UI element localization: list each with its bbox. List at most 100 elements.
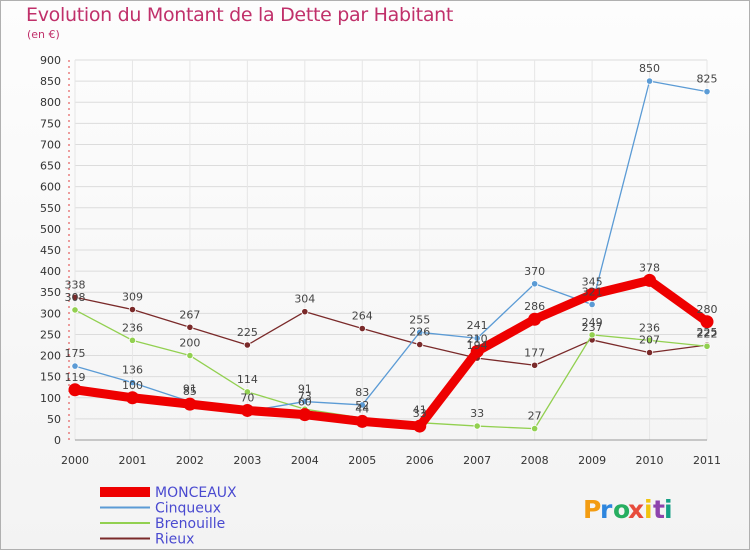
x-tick-label: 2003 (233, 454, 261, 467)
data-point-rieux (186, 323, 194, 331)
data-point-monceaux (700, 315, 714, 329)
data-label: 44 (355, 402, 369, 415)
data-label: 267 (179, 308, 200, 321)
data-label: 83 (355, 386, 369, 399)
data-point-cinqueux (301, 397, 309, 406)
data-label: 177 (524, 346, 545, 359)
data-label: 52 (355, 399, 369, 412)
x-tick-label: 2001 (118, 454, 146, 467)
logo-letter: i (664, 495, 673, 524)
data-point-brenouille (703, 342, 711, 350)
data-label: 114 (237, 373, 258, 386)
data-point-rieux (645, 348, 654, 357)
data-label: 321 (582, 285, 603, 298)
data-label: 33 (413, 407, 427, 420)
data-point-monceaux (298, 408, 312, 422)
data-label: 210 (467, 332, 488, 345)
data-label: 338 (65, 278, 86, 291)
y-tick-label: 750 (40, 117, 61, 130)
series-line-rieux (74, 296, 708, 366)
data-point-cinqueux (128, 378, 137, 387)
data-label: 207 (639, 334, 660, 347)
chart-title: Evolution du Montant de la Dette par Hab… (26, 4, 454, 26)
data-point-cinqueux (703, 88, 711, 96)
data-label: 237 (582, 321, 603, 334)
chart-subtitle: (en €) (27, 28, 60, 41)
data-label: 241 (467, 319, 488, 332)
x-tick-label: 2011 (693, 454, 721, 467)
data-label: 304 (294, 293, 315, 306)
data-label: 41 (413, 404, 427, 417)
series-layer (68, 77, 714, 433)
series-line-cinqueux (74, 80, 708, 412)
x-tick-label: 2000 (61, 454, 89, 467)
data-label: 175 (65, 347, 86, 360)
data-point-cinqueux (588, 300, 596, 309)
y-tick-label: 50 (47, 413, 61, 426)
y-tick-label: 550 (40, 202, 61, 215)
logo-letter: P (583, 495, 601, 524)
y-tick-label: 150 (40, 371, 61, 384)
data-point-brenouille (128, 336, 137, 344)
y-tick-label: 600 (40, 181, 61, 194)
y-tick-label: 100 (40, 392, 61, 405)
legend-label: Rieux (155, 532, 194, 548)
data-point-rieux (531, 361, 539, 369)
data-point-brenouille (71, 306, 79, 314)
data-label: 73 (298, 390, 312, 403)
y-tick-label: 700 (40, 138, 61, 151)
data-label: 255 (409, 313, 430, 326)
x-tick-label: 2004 (291, 454, 319, 467)
x-axis: 2000 2001 2002 2003 2004 2005 2006 2007 2008 2009… (61, 439, 721, 467)
logo-letter: x (628, 495, 644, 524)
data-label: 378 (639, 261, 660, 274)
data-label: 27 (528, 410, 542, 423)
data-label: 286 (524, 300, 545, 313)
proxiti-logo: Pr ox i t i (583, 495, 673, 524)
x-tick-label: 2007 (463, 454, 491, 467)
data-point-cinqueux (645, 77, 654, 85)
data-label: 850 (639, 62, 660, 75)
x-tick-label: 2006 (406, 454, 434, 467)
y-tick-label: 850 (40, 75, 61, 88)
x-tick-label: 2002 (176, 454, 204, 467)
logo-letter: r (600, 495, 613, 524)
data-point-monceaux (240, 403, 254, 417)
data-label: 222 (697, 327, 718, 340)
y-tick-label: 900 (40, 54, 61, 67)
data-label: 60 (298, 396, 312, 409)
x-tick-label: 2009 (578, 454, 606, 467)
grid-lines (74, 59, 708, 441)
y-tick-label: 0 (54, 434, 61, 447)
data-point-rieux (301, 308, 309, 316)
data-point-monceaux (125, 391, 139, 405)
data-point-brenouille (531, 424, 539, 433)
y-axis: 0 50 100 150 200 250 300 350 400 450 500 550 600 650 7… (40, 54, 70, 447)
data-label: 194 (467, 339, 488, 352)
data-point-brenouille (243, 388, 251, 396)
data-point-cinqueux (71, 362, 79, 370)
data-point-cinqueux (531, 280, 539, 288)
data-label: 249 (582, 316, 603, 329)
y-tick-label: 200 (40, 350, 61, 363)
data-label: 309 (122, 291, 143, 304)
data-point-monceaux (413, 419, 427, 433)
series-line-monceaux (70, 275, 712, 431)
x-tick-label: 2005 (348, 454, 376, 467)
y-tick-label: 800 (40, 96, 61, 109)
y-tick-label: 650 (40, 160, 61, 173)
data-point-rieux (128, 305, 137, 314)
y-tick-label: 400 (40, 265, 61, 278)
data-point-brenouille (588, 331, 596, 339)
data-point-rieux (71, 293, 79, 301)
data-point-monceaux (585, 287, 599, 301)
data-label: 236 (639, 321, 660, 334)
data-point-monceaux (355, 414, 369, 428)
data-label: 119 (65, 371, 86, 384)
data-point-rieux (243, 341, 251, 349)
data-label: 100 (122, 379, 143, 392)
data-label: 236 (122, 321, 143, 334)
data-point-brenouille (186, 351, 194, 360)
